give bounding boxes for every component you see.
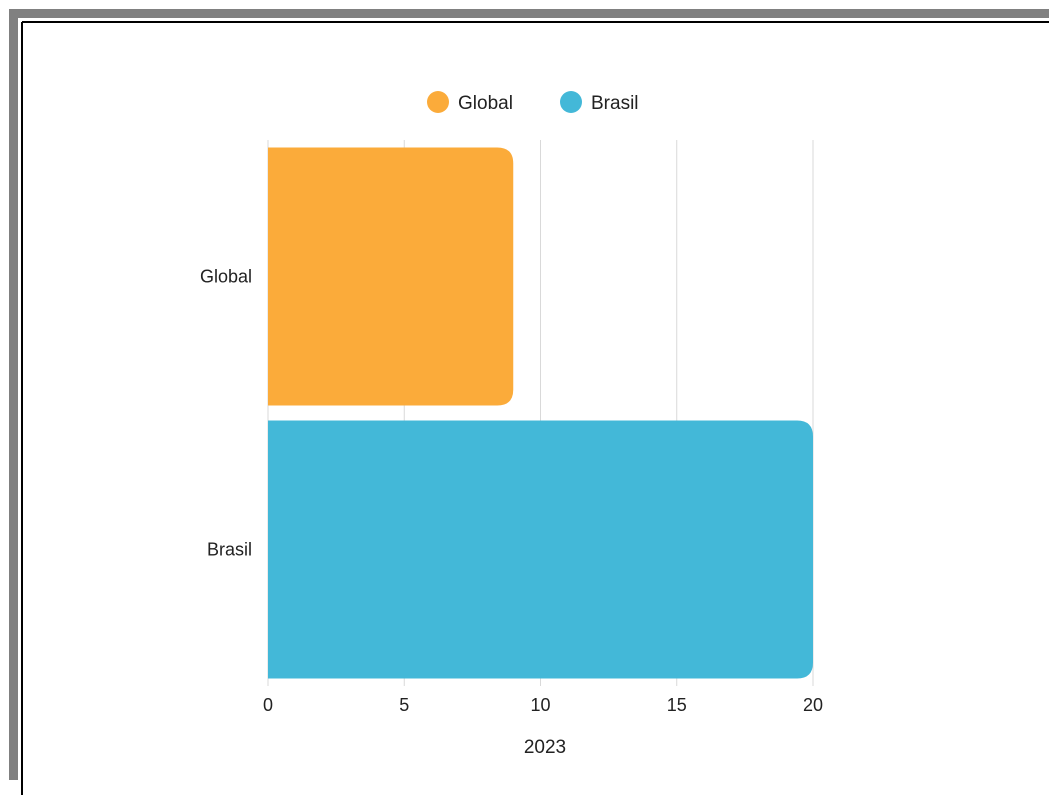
- legend: Global Brasil: [427, 91, 639, 114]
- category-labels: Global Brasil: [200, 267, 252, 560]
- x-tick-label: 5: [399, 695, 409, 715]
- x-tick-label: 0: [263, 695, 273, 715]
- bar-global: [268, 147, 514, 406]
- legend-label-global: Global: [458, 93, 513, 114]
- legend-label-brasil: Brasil: [591, 93, 639, 114]
- legend-swatch-global: [427, 91, 449, 113]
- x-tick-label: 15: [667, 695, 687, 715]
- frame-shadow-top: [9, 9, 1049, 18]
- x-axis-title: 2023: [524, 737, 566, 758]
- x-tick-label: 20: [803, 695, 823, 715]
- bar-brasil: [268, 420, 813, 679]
- frame-shadow-left: [9, 9, 18, 780]
- category-label: Brasil: [207, 540, 252, 560]
- category-label: Global: [200, 267, 252, 287]
- x-tick-label: 10: [530, 695, 550, 715]
- x-tick-labels: 0 5 10 15 20: [263, 695, 823, 715]
- legend-swatch-brasil: [560, 91, 582, 113]
- bars: [268, 147, 813, 679]
